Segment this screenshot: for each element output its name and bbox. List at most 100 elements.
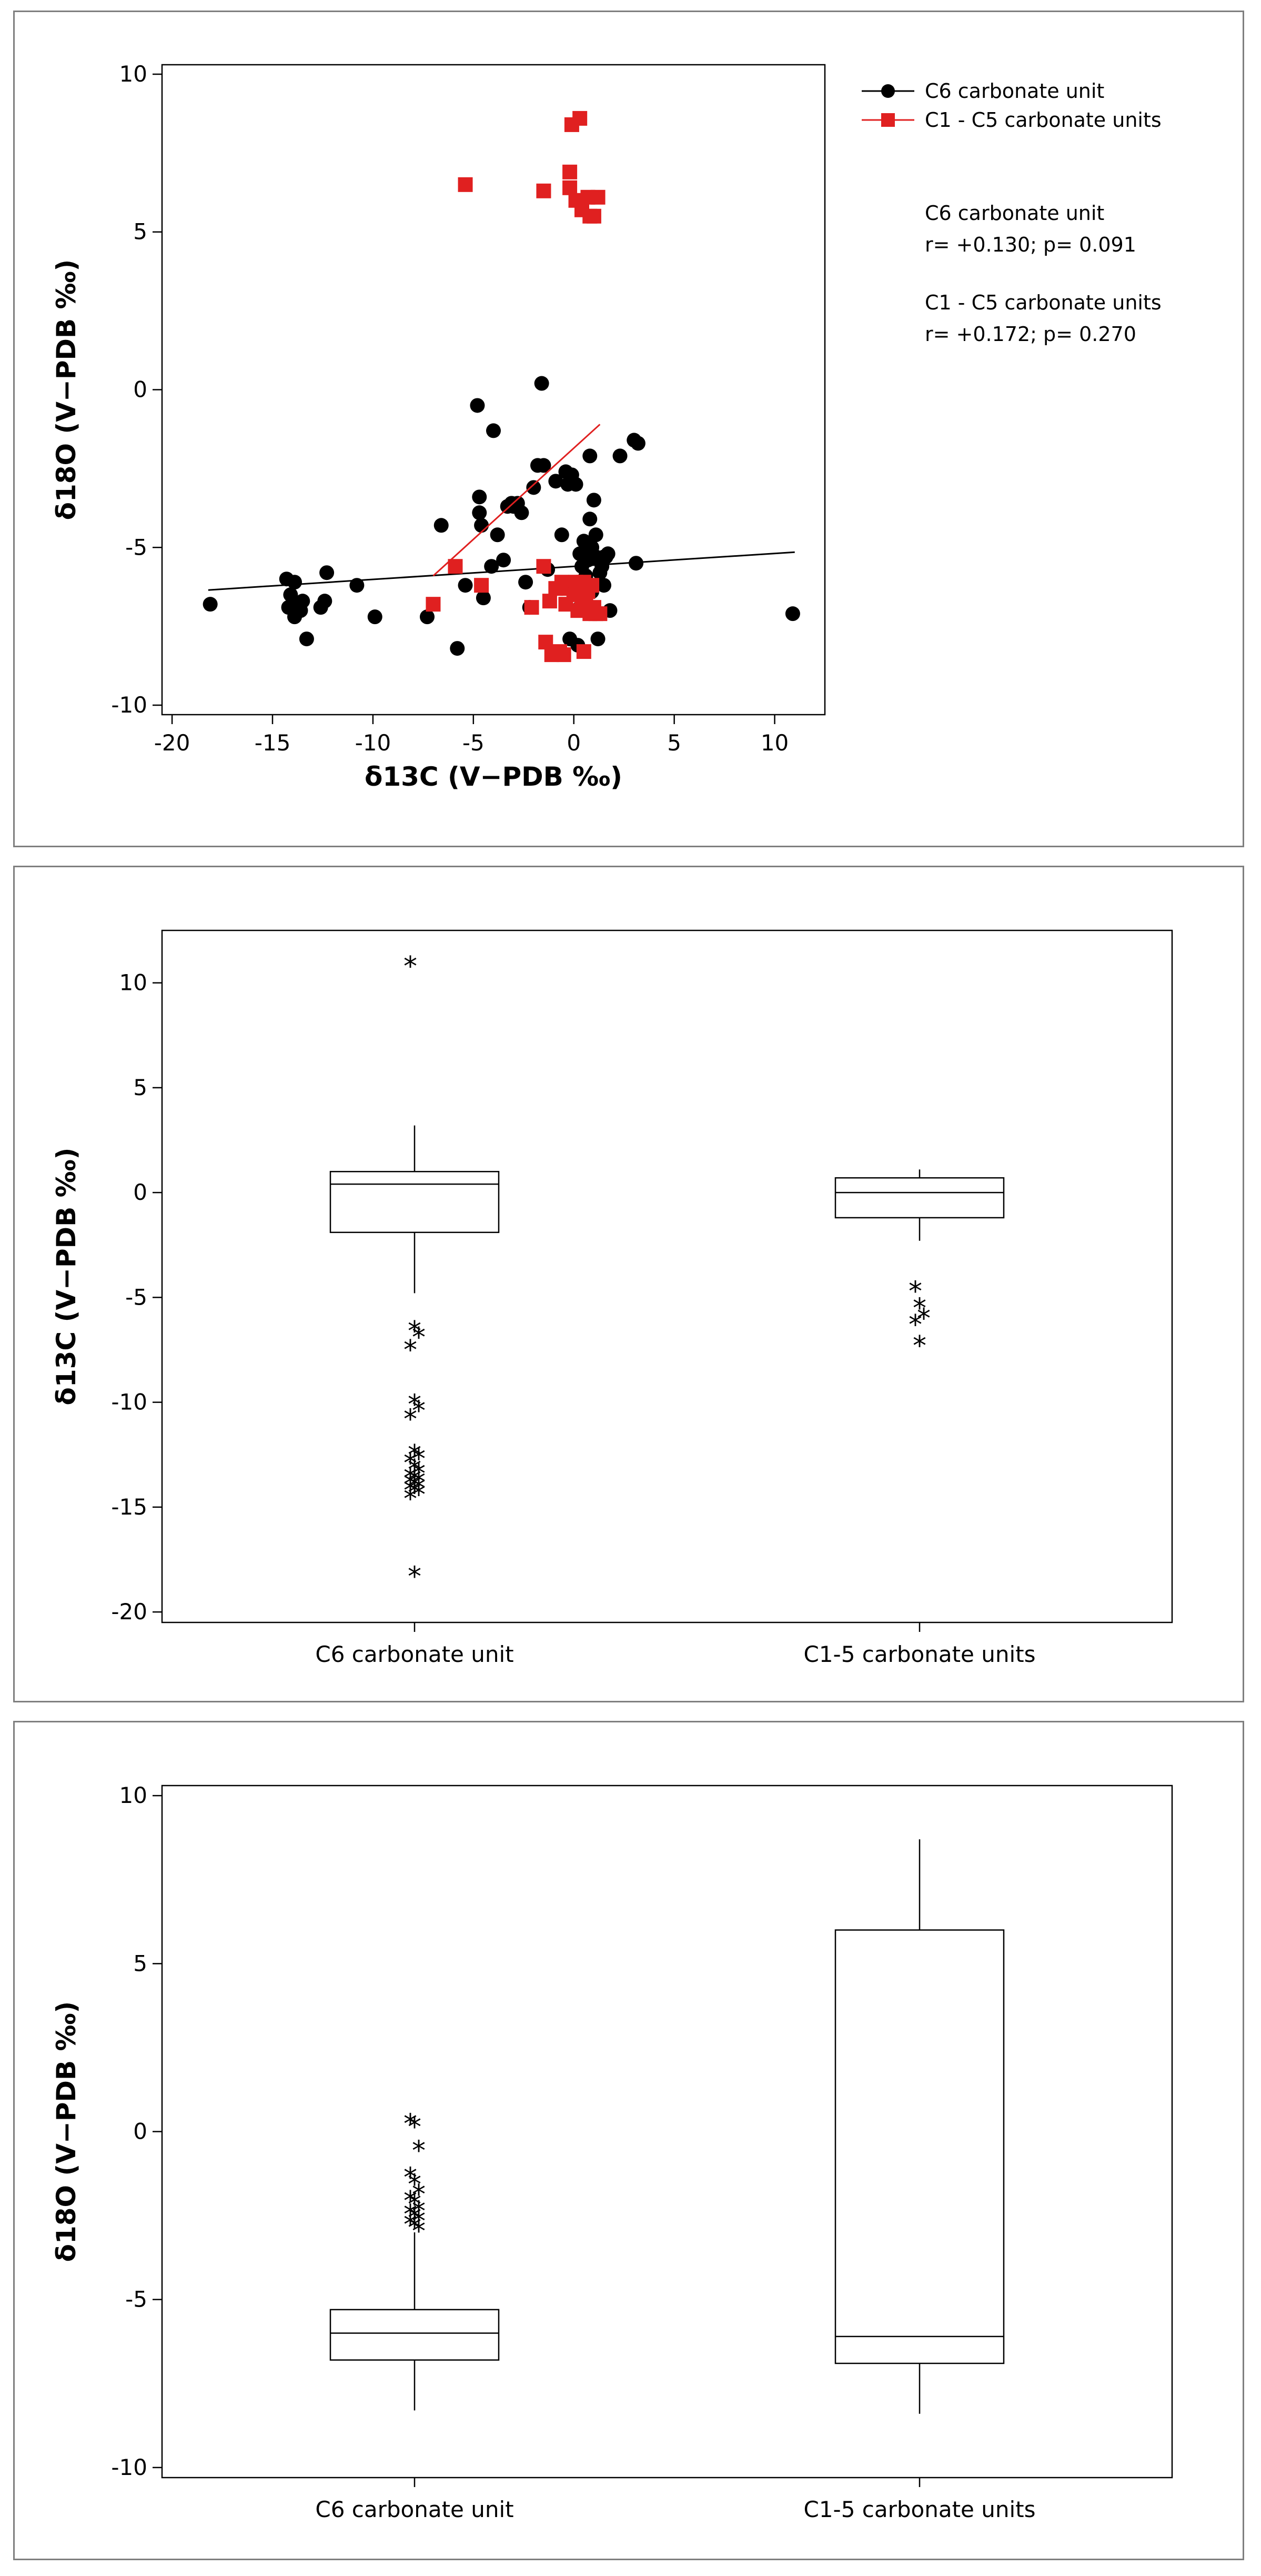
data-point [562, 180, 578, 195]
y-tick-label: -10 [111, 2454, 147, 2480]
outlier-marker: * [403, 1404, 417, 1435]
outlier-marker: * [403, 2209, 417, 2241]
outlier-marker: * [412, 1473, 426, 1505]
data-point [538, 635, 553, 650]
x-tick-label: -5 [462, 730, 485, 756]
outlier-marker: * [909, 1276, 922, 1307]
data-point [448, 559, 463, 574]
legend-marker [881, 113, 895, 127]
y-tick-label: -15 [111, 1494, 147, 1520]
iqr-box [329, 1171, 500, 1234]
annotation-line: r= +0.172; p= 0.270 [925, 323, 1136, 346]
x-axis-label: δ13C (V−PDB ‰) [365, 761, 622, 792]
trendline [208, 551, 795, 591]
y-tick-label: 10 [119, 970, 147, 996]
outlier-marker: * [913, 1292, 926, 1324]
box-2 [834, 1839, 1005, 2414]
data-point [433, 518, 449, 533]
y-axis-label: δ18O (V−PDB ‰) [51, 2001, 82, 2262]
data-point [287, 609, 302, 625]
data-point [319, 565, 335, 580]
data-point [484, 559, 499, 574]
iqr-box [834, 1929, 1005, 2364]
data-point [586, 208, 601, 224]
x-tick-label: 5 [667, 730, 681, 756]
data-point [536, 458, 551, 473]
data-point [514, 505, 529, 520]
outlier-marker: * [408, 2112, 421, 2143]
y-tick-label: 0 [133, 377, 147, 403]
plot-frame [161, 64, 826, 716]
outlier-marker: * [408, 1465, 421, 1496]
data-point [317, 594, 332, 609]
x-tick-label: 10 [761, 730, 789, 756]
data-point [420, 609, 435, 625]
annotation-line: C1 - C5 carbonate units [925, 291, 1162, 314]
scatter-panel: -20 -15 -10 -5 0 5 10 -10 -5 0 5 10 δ13C (V−PDB ‰) δ1… [13, 11, 1244, 847]
data-point [630, 436, 645, 451]
data-point [486, 423, 501, 438]
y-tick-label: 10 [119, 1782, 147, 1808]
legend-marker [881, 84, 895, 98]
data-point [203, 597, 218, 612]
data-point [490, 527, 505, 543]
data-point [785, 606, 800, 622]
x-tick-label: -20 [154, 730, 190, 756]
y-axis-label: δ13C (V−PDB ‰) [51, 1148, 82, 1406]
y-tick-label: -10 [111, 692, 147, 718]
outlier-marker: * [412, 1479, 426, 1511]
legend: C6 carbonate unit C1 - C5 carbonate units [862, 79, 1162, 132]
data-point [534, 376, 549, 391]
data-point [568, 477, 583, 492]
y-tick-label: 5 [133, 1075, 147, 1100]
y-axis-label: δ18O (V−PDB ‰) [51, 259, 82, 520]
data-point [287, 575, 302, 590]
outlier-marker: * [408, 1389, 421, 1421]
d13c-boxplot-panel: -20 -15 -10 -5 0 5 10 δ13C (V−PDB ‰) C6 carbonat… [13, 866, 1244, 1702]
data-point [592, 606, 608, 622]
d13c-boxplot-chart: -20 -15 -10 -5 0 5 10 δ13C (V−PDB ‰) C6 carbonat… [51, 929, 1173, 1667]
outlier-marker: * [408, 1561, 421, 1592]
outlier-marker: * [403, 1462, 417, 1494]
box-1: *************** [329, 2108, 500, 2411]
data-point [562, 164, 578, 179]
outlier-marker: * [909, 1309, 922, 1341]
data-point [600, 546, 616, 562]
data-point [367, 609, 382, 625]
data-point [582, 512, 598, 527]
data-point [524, 600, 539, 615]
outlier-marker: * [408, 1439, 421, 1471]
box-2: ***** [834, 1169, 1005, 1362]
series-1 [203, 376, 800, 656]
y-tick-label: 0 [133, 1179, 147, 1205]
data-point [526, 480, 541, 495]
outlier-marker: * [408, 2212, 421, 2244]
data-point [295, 594, 310, 609]
data-point [588, 527, 603, 543]
outlier-marker: * [412, 1467, 426, 1498]
outlier-marker: * [403, 951, 417, 983]
data-point [299, 632, 314, 647]
iqr-box [834, 1177, 1005, 1219]
y-tick-label: -20 [111, 1599, 147, 1625]
annotation-line: r= +0.130; p= 0.091 [925, 233, 1136, 256]
data-point [458, 578, 473, 593]
data-point [474, 518, 489, 533]
series-2 [426, 111, 608, 663]
outlier-marker: * [403, 2186, 417, 2217]
x-tick-label: 0 [567, 730, 581, 756]
data-point [472, 505, 487, 520]
y-tick-label: 0 [133, 2119, 147, 2144]
box-1: *********************** [329, 951, 500, 1592]
y-tick-label: -5 [125, 2287, 147, 2312]
data-point [476, 590, 491, 606]
outlier-marker: * [412, 1396, 426, 1427]
outlier-marker: * [403, 1469, 417, 1500]
trendline [432, 424, 601, 577]
data-point [349, 578, 365, 593]
data-point [450, 641, 465, 656]
outlier-marker: * [403, 1448, 417, 1479]
outlier-marker: * [403, 1484, 417, 1515]
outlier-marker: * [412, 1458, 426, 1490]
data-point [612, 448, 628, 464]
